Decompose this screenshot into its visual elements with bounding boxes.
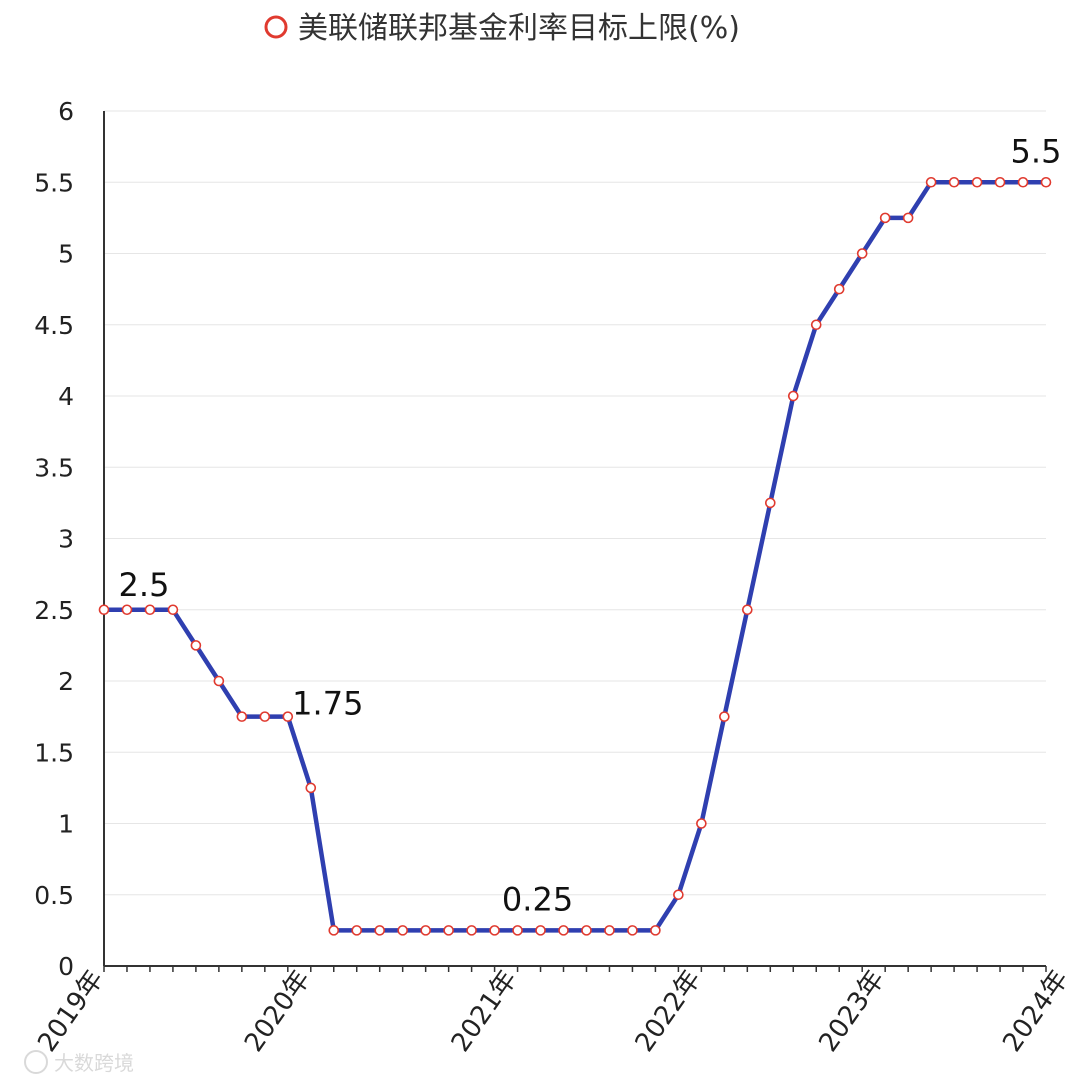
data-point-marker (121, 604, 133, 616)
data-point-marker (581, 925, 592, 936)
legend-label: 美联储联邦基金利率目标上限(%) (298, 11, 740, 46)
y-tick-label: 3.5 (34, 453, 74, 482)
data-point-marker (902, 212, 914, 224)
series-layer (98, 176, 1052, 936)
data-point-marker (282, 711, 294, 722)
data-point-marker (1017, 176, 1029, 188)
x-tick-label: 2020年 (239, 965, 316, 1058)
annotation-layer: 2.5 1.75 0.25 5.5 (119, 132, 1062, 918)
data-point-marker (420, 925, 431, 936)
y-tick-label: 1 (58, 810, 74, 839)
data-label: 2.5 (119, 566, 170, 604)
data-point-marker (650, 925, 661, 936)
data-point-marker (328, 925, 340, 936)
data-point-marker (764, 497, 776, 509)
x-tick-label: 2023年 (813, 965, 890, 1058)
data-point-marker (879, 212, 891, 224)
data-label: 5.5 (1011, 132, 1062, 170)
watermark-text: 大数跨境 (54, 1051, 134, 1075)
data-point-marker (374, 925, 386, 936)
data-point-marker (696, 818, 707, 829)
data-point-marker (994, 176, 1006, 188)
y-tick-label: 4.5 (34, 311, 74, 340)
data-point-marker (719, 711, 730, 722)
data-point-marker (512, 925, 523, 936)
series-line (101, 180, 1049, 933)
data-point-marker (787, 390, 799, 402)
data-point-marker (971, 176, 983, 188)
data-point-marker (673, 889, 684, 901)
x-tick-label: 2022年 (630, 965, 707, 1058)
watermark: 大数跨境 (24, 1050, 134, 1075)
y-tick-label: 5.5 (34, 168, 74, 197)
data-point-marker (627, 925, 638, 936)
data-point-marker (1040, 176, 1052, 188)
data-point-marker (443, 925, 454, 936)
y-tick-label: 6 (58, 97, 74, 126)
data-point-marker (489, 925, 500, 936)
data-point-marker (535, 925, 546, 936)
watermark-logo-icon (24, 1050, 48, 1074)
data-label: 0.25 (502, 880, 573, 918)
data-point-marker (833, 283, 845, 295)
data-point-marker (167, 604, 179, 616)
data-point-marker (144, 604, 156, 616)
x-tick-label: 2021年 (446, 965, 523, 1058)
data-point-marker (856, 248, 868, 259)
data-point-marker (397, 925, 408, 936)
data-point-marker (558, 925, 569, 936)
data-point-marker (213, 675, 225, 687)
data-point-marker (604, 925, 615, 936)
data-point-marker (259, 711, 271, 722)
y-tick-label: 0 (58, 952, 74, 981)
legend: 美联储联邦基金利率目标上限(%) (264, 11, 740, 46)
y-tick-label: 5 (58, 240, 74, 269)
data-point-marker (351, 925, 363, 936)
y-tick-label: 2.5 (34, 596, 74, 625)
data-point-marker (925, 176, 937, 188)
data-point-marker (948, 176, 960, 188)
data-point-marker (305, 782, 317, 794)
data-point-marker (98, 604, 110, 616)
data-point-marker (190, 640, 202, 651)
data-point-marker (810, 319, 822, 331)
data-label: 1.75 (292, 685, 363, 723)
y-tick-label: 3 (58, 525, 74, 554)
data-point-marker (466, 925, 477, 936)
y-tick-label: 4 (58, 382, 74, 411)
y-tick-label: 1.5 (34, 738, 74, 767)
x-tick-label: 2024年 (997, 965, 1074, 1058)
legend-marker-icon (264, 15, 288, 39)
data-point-marker (742, 604, 753, 616)
y-tick-label: 2 (58, 667, 74, 696)
y-tick-label: 0.5 (34, 881, 74, 910)
data-point-marker (236, 711, 248, 722)
grid-layer (104, 110, 1046, 896)
